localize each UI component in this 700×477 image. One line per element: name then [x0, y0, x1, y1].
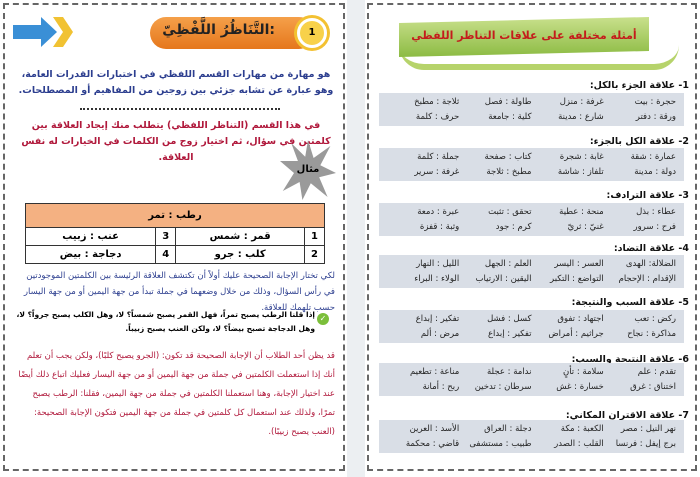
word-pair: تقدم : علم: [637, 366, 676, 377]
word-pair: خسارة : غش: [556, 382, 604, 393]
task-paragraph: في هذا القسم (التناظر اللفظي) يتطلب منك …: [21, 120, 331, 163]
arrow-icon: [13, 17, 73, 47]
warning-paragraph: قد يظن أحد الطلاب أن الإجابة الصحيحة قد …: [18, 351, 335, 437]
word-pair: تفكير : إبداع: [487, 329, 532, 340]
word-pair: عبرة : دمعة: [417, 206, 460, 217]
relation-heading: 5- علاقة السبب والنتيجة:: [571, 297, 689, 308]
word-pair: تفكير : إبداع: [415, 313, 460, 324]
word-pair: دولة : مدينة: [634, 167, 676, 178]
word-pair: حجرة : بيت: [634, 96, 676, 107]
left-page: التَّنَاظُرُ اللَّفْظِيّ: 1 هو مهارة من …: [3, 3, 345, 471]
word-pair: ورقة : دفتر: [635, 112, 676, 123]
word-pair: الأسد : العرين: [409, 423, 460, 434]
word-pair: عمارة : شقة: [630, 151, 676, 162]
word-pair: دجلة : العراق: [484, 423, 532, 434]
relation-heading: 1- علاقة الجزء بالكل:: [589, 80, 689, 91]
word-pair: الولاء : البراء: [414, 274, 460, 285]
right-page: أمثلة مختلفة على علاقات التناظر اللفظي 1…: [367, 3, 697, 471]
section-title-pill: التَّنَاظُرُ اللَّفْظِيّ:: [150, 17, 315, 49]
word-pair: مطبخ : ثلاجة: [486, 167, 532, 178]
word-pair: منحة : عطية: [559, 206, 604, 217]
word-pair: جراثيم : أمراض: [548, 329, 604, 340]
option-number: 1: [304, 227, 325, 246]
word-pair: قاضي : محكمة: [405, 439, 460, 450]
example-label: مثال: [296, 164, 320, 175]
word-pair: الكعبة : مكة: [560, 423, 604, 434]
word-pair: طاولة : فصل: [484, 96, 532, 107]
word-pair: كرم : جود: [495, 222, 532, 233]
word-pair: سلامة : تأنٍ: [562, 366, 604, 377]
word-pair: ثلاجة : مطبخ: [414, 96, 460, 107]
relation-heading: 3- علاقة الترادف:: [606, 190, 689, 201]
title-banner: أمثلة مختلفة على علاقات التناظر اللفظي: [399, 17, 649, 57]
section-title: التَّنَاظُرُ اللَّفْظِيّ:: [162, 22, 275, 38]
word-pair: تحقق : تثبت: [488, 206, 532, 217]
option-number: 2: [304, 245, 325, 264]
relation-heading: 4- علاقة التضاد:: [613, 243, 689, 254]
relation-heading: 2- علاقة الكل بالجزء:: [589, 136, 689, 147]
word-pair: فرح : سرور: [633, 222, 676, 233]
word-pair: التواضع : التكبر: [550, 274, 604, 285]
word-pair: مرض : ألم: [420, 329, 460, 340]
question-cell: رطب : تمر: [25, 203, 325, 228]
curved-arrow-decoration: [399, 45, 679, 70]
option-text: قمر : شمس: [175, 227, 305, 246]
word-pair: ندامة : عجلة: [487, 366, 532, 377]
word-pair: كسل : فشل: [487, 313, 532, 324]
word-pair: غابة : شجرة: [559, 151, 604, 162]
word-pair: غرفة : منزل: [559, 96, 604, 107]
word-pair: غنيّ : ثريّ: [567, 222, 604, 233]
word-pair: ركض : تعب: [634, 313, 676, 324]
word-pair: الضلالة: الهدى: [625, 258, 676, 269]
option-number: 4: [155, 245, 177, 264]
word-pair: سرطان : تدخين: [474, 382, 532, 393]
check-icon: ✓: [317, 313, 329, 325]
example-table: رطب : تمر 1 قمر : شمس 3 عنب : زبيب 2 كلب : ج…: [24, 203, 325, 264]
relation-examples-box: الضلالة: الهدى العسر : اليسر العلم : الجهل…: [379, 255, 684, 288]
word-pair: ربح : أمانة: [422, 382, 460, 393]
word-pair: كلية : جامعة: [488, 112, 532, 123]
relation-examples-box: عطاء : بذل منحة : عطية تحقق : تثبت عبرة : د…: [379, 203, 684, 236]
word-pair: جملة : كلمة: [417, 151, 460, 162]
word-pair: شارع : مدينة: [558, 112, 604, 123]
definition-paragraph: هو مهارة من مهارات القسم اللفظي في اختبا…: [18, 69, 334, 96]
word-pair: القلب : الصدر: [554, 439, 604, 450]
explanation-paragraph: لكي تختار الإجابة الصحيحة عليك أولاً أن …: [23, 271, 335, 313]
banner-title: أمثلة مختلفة على علاقات التناظر اللفظي: [411, 29, 637, 42]
word-pair: اختناق : غرق: [630, 382, 676, 393]
word-pair: العسر : اليسر: [554, 258, 604, 269]
relation-examples-box: نهر النيل : مصر الكعبة : مكة دجلة : العراق…: [379, 420, 684, 453]
word-pair: الإقدام : الإحجام: [618, 274, 676, 285]
word-pair: مناعة : تطعيم: [409, 366, 460, 377]
relation-examples-box: حجرة : بيت غرفة : منزل طاولة : فصل ثلاجة : …: [379, 93, 684, 126]
option-text: كلب : جرو: [175, 245, 305, 264]
relation-examples-box: ركض : تعب اجتهاد : تفوق كسل : فشل تفكير : إ…: [379, 310, 684, 343]
option-text: دجاجة : بيض: [24, 245, 157, 264]
word-pair: مذاكرة : نجاح: [627, 329, 676, 340]
word-pair: غرفة : سرير: [414, 167, 460, 178]
word-pair: حرف : كلمة: [415, 112, 460, 123]
word-pair: تلفاز : شاشة: [557, 167, 604, 178]
relation-examples-box: تقدم : علم سلامة : تأنٍ ندامة : عجلة مناعة …: [379, 363, 684, 396]
word-pair: عطاء : بذل: [636, 206, 676, 217]
sun-number-badge: 1: [297, 18, 327, 48]
word-pair: اجتهاد : تفوق: [557, 313, 604, 324]
word-pair: طبيب : مستشفى: [469, 439, 532, 450]
dotted-divider: [80, 108, 280, 110]
relation-examples-box: عمارة : شقة غابة : شجرة كتاب : صفحة جملة : …: [379, 148, 684, 181]
word-pair: العلم : الجهل: [484, 258, 532, 269]
relation-heading: 6- علاقة النتيجة والسبب:: [571, 354, 689, 365]
option-number: 3: [155, 227, 177, 246]
page-gap: [347, 0, 365, 477]
relation-heading: 7- علاقة الاقتران المكاني:: [565, 410, 689, 421]
word-pair: برج إيفل : فرنسا: [615, 439, 676, 450]
word-pair: كتاب : صفحة: [484, 151, 532, 162]
word-pair: اليقين : الارتياب: [475, 274, 532, 285]
option-text: عنب : زبيب: [24, 227, 157, 246]
word-pair: نهر النيل : مصر: [620, 423, 676, 434]
word-pair: وثبة : قفزة: [419, 222, 460, 233]
check-note: إذا قلنا الرطب يصبح تمراً، فهل القمر يصب…: [16, 310, 315, 333]
word-pair: الليل : النهار: [416, 258, 460, 269]
